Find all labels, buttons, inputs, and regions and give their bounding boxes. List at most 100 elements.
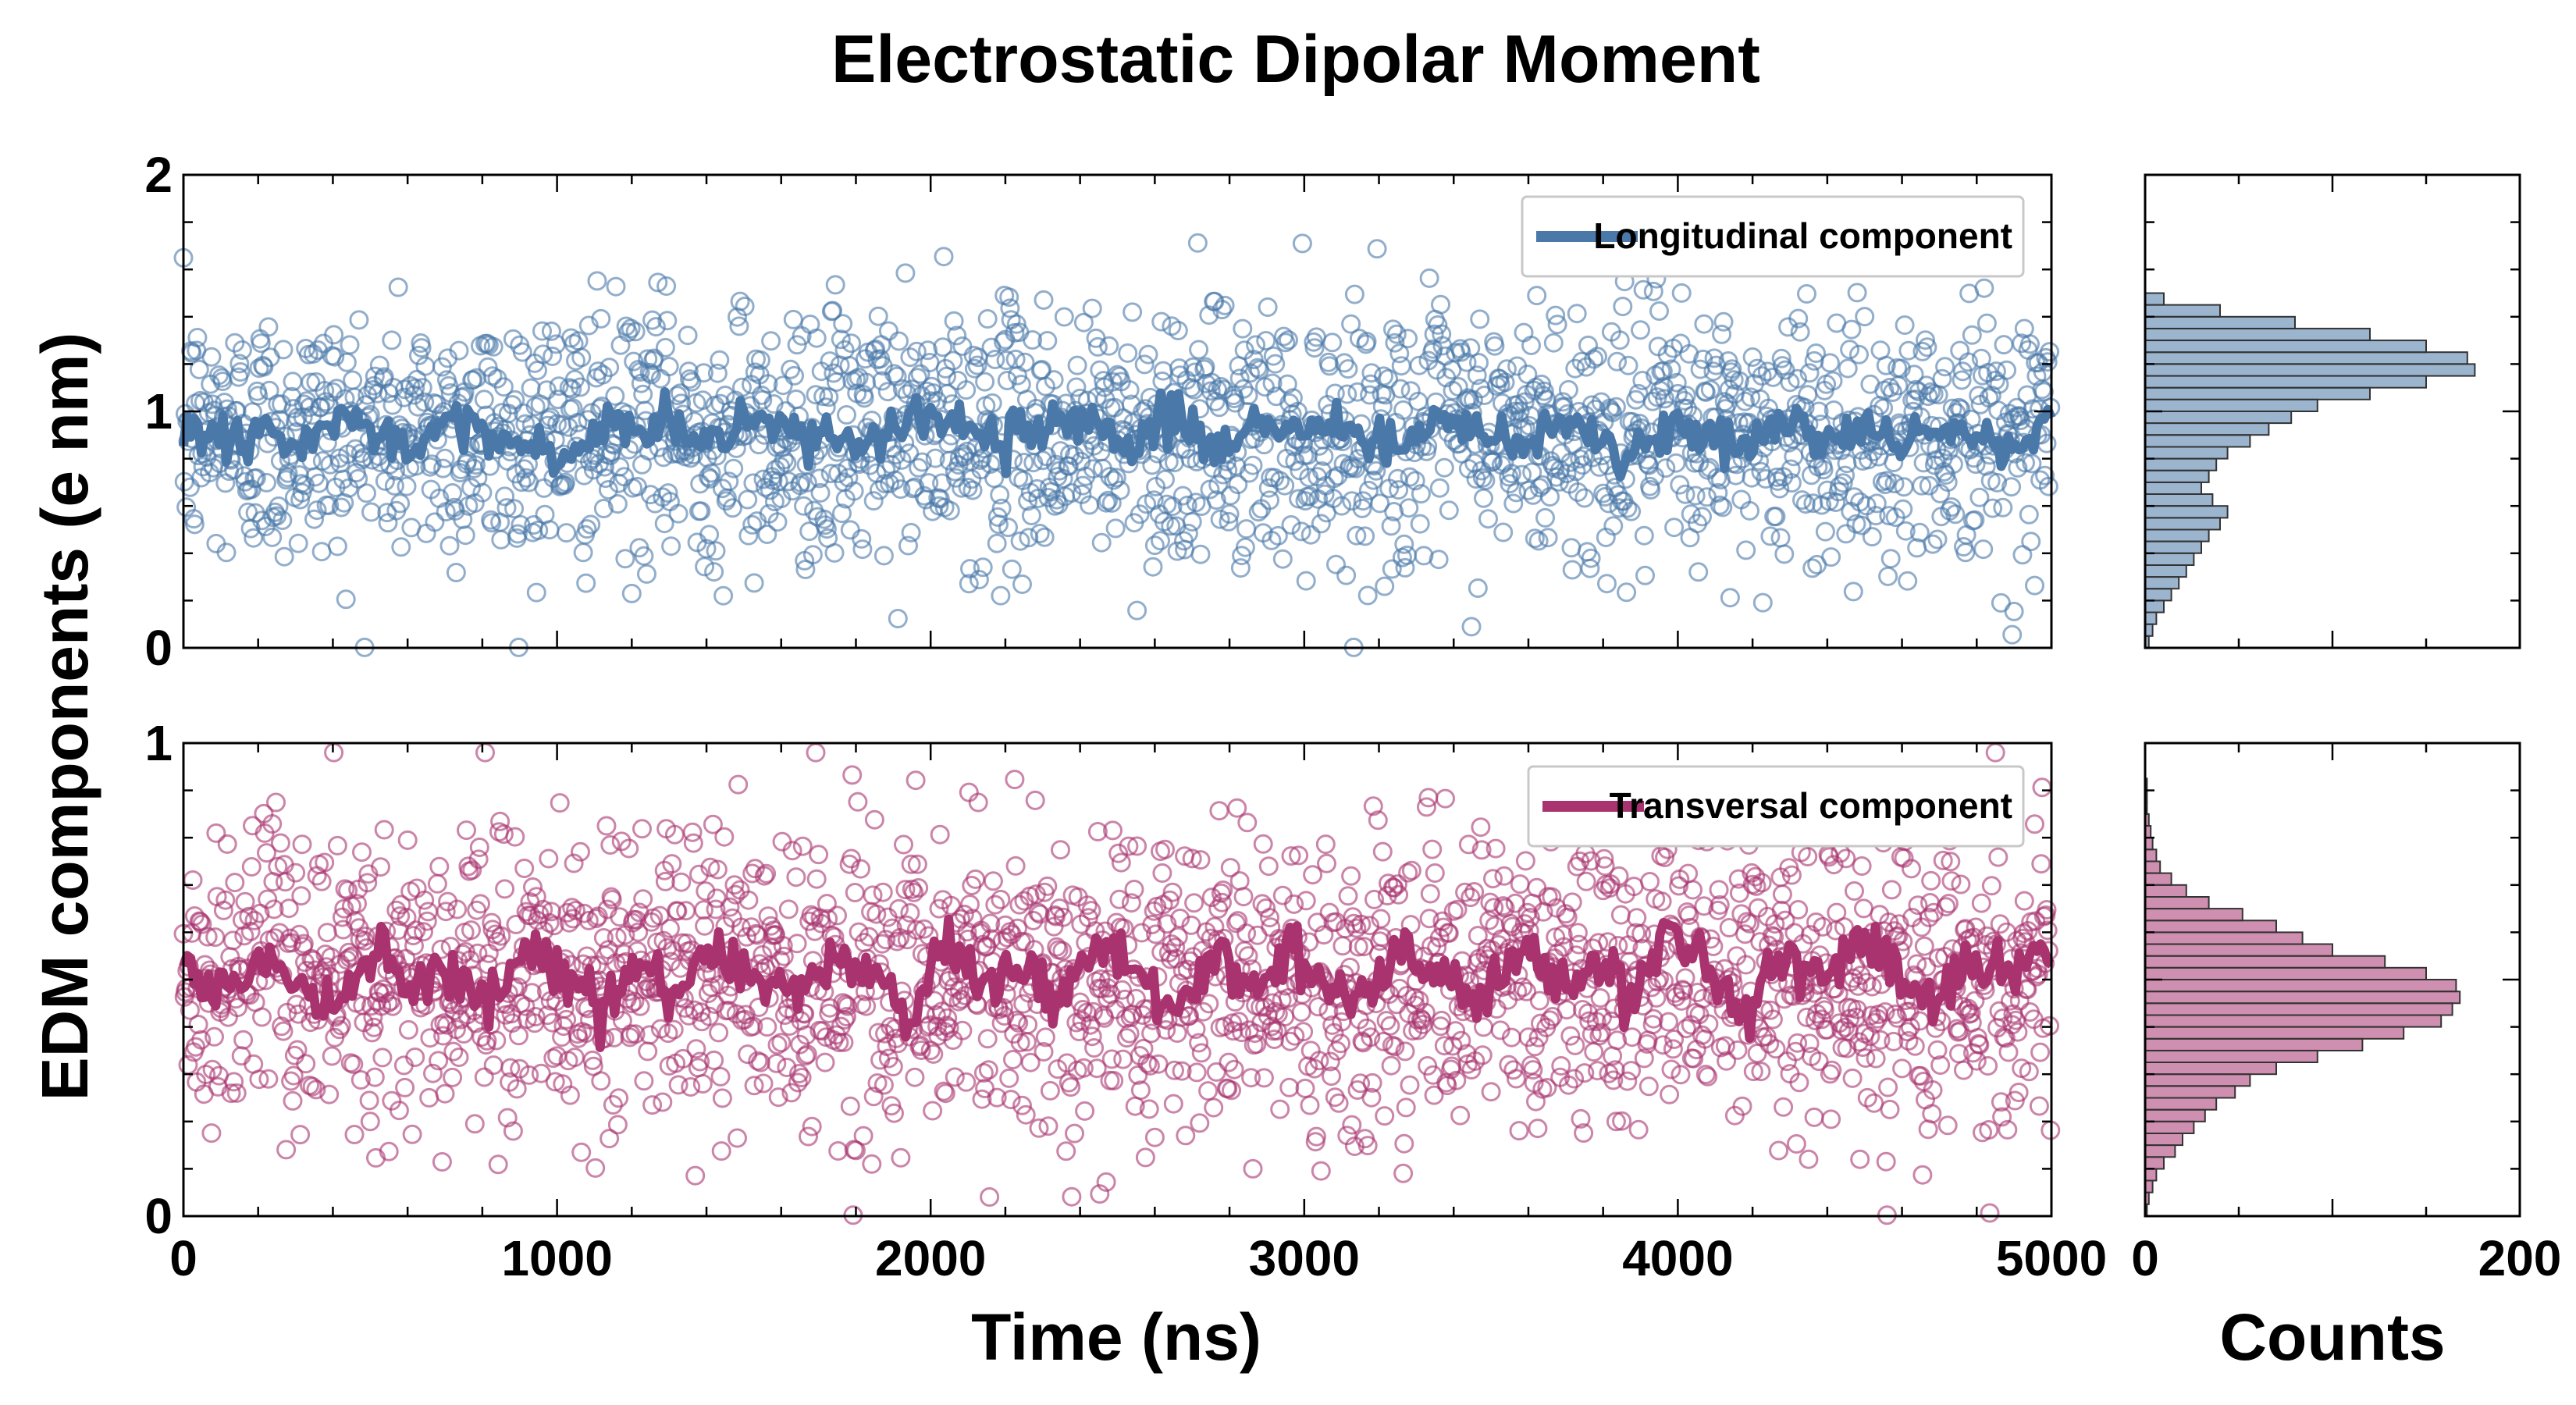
data-point [1884,1031,1904,1051]
data-point [184,514,205,535]
histogram-bar [2144,966,2427,981]
data-point [1083,1001,1103,1022]
data-point [1641,480,1661,500]
data-point [844,481,864,501]
data-point [1736,540,1756,560]
data-point [503,329,523,349]
data-point [1671,283,1692,303]
data-point [1338,359,1358,379]
histogram-bar [2144,576,2180,590]
data-point [1357,1018,1377,1038]
data-point [405,1048,425,1067]
data-point [1256,331,1276,350]
data-point [1393,400,1414,420]
data-point [2001,477,2022,497]
data-point [1589,1026,1610,1046]
x-tick-label: 3000 [1249,1230,1360,1286]
data-point [1528,1119,1548,1139]
data-point [1434,457,1454,478]
data-point [782,841,802,861]
data-point [938,1008,958,1028]
data-point [1379,873,1398,894]
longitudinal-timeseries-panel: 0 1 2 [144,147,2061,676]
moving-average-line [179,914,2055,1052]
data-point [1090,1184,1110,1204]
data-point [1852,515,1872,535]
data-point [998,518,1018,538]
data-point [336,589,356,610]
data-point [1974,278,1994,298]
data-point [1510,401,1530,422]
data-point [449,1048,469,1067]
data-point [1971,893,1991,913]
data-point [888,609,908,628]
data-point [336,950,357,970]
data-point [1847,283,1867,303]
data-point [1215,295,1235,315]
data-point [495,486,515,507]
data-point [1862,976,1882,997]
data-point [1167,541,1187,561]
data-point [1199,994,1219,1014]
moving-average-line [179,386,2056,482]
data-point [1018,1015,1038,1035]
data-point [1913,453,1934,473]
data-point [425,512,445,532]
data-point [1538,528,1558,548]
data-point [1766,1039,1786,1059]
data-point [1161,516,1181,536]
data-point [1582,395,1602,415]
data-point [1750,932,1770,952]
data-point [700,857,720,877]
data-point [1468,578,1488,598]
data-point [662,854,682,874]
data-point [1664,1030,1685,1049]
data-point [1096,493,1116,513]
data-point [568,412,588,432]
data-point [712,478,732,499]
data-point [1675,968,1695,988]
data-point [1727,1040,1748,1060]
data-point [436,902,456,922]
data-point [656,276,677,296]
data-point [1383,319,1403,340]
data-point [1350,1073,1371,1094]
data-point [1358,480,1379,500]
data-point [1699,1014,1719,1034]
data-point [1618,355,1638,375]
data-point [932,1001,952,1022]
data-point [606,276,626,297]
data-point [1632,371,1653,390]
data-point [1178,523,1198,543]
data-point [347,894,367,914]
data-point [1455,882,1475,902]
data-point [866,339,886,359]
data-point [1030,524,1050,543]
data-point [1987,472,2008,493]
data-point [1581,548,1601,568]
data-point [593,499,614,518]
data-point [795,1046,816,1066]
data-point [1190,850,1211,870]
data-point [690,1051,710,1072]
data-point [990,485,1010,505]
histogram-bar [2144,1073,2251,1087]
data-point [794,496,813,516]
data-point [571,1142,592,1162]
data-point [1540,487,1560,507]
data-point [1162,496,1183,517]
data-point [929,898,949,919]
data-point [1617,1071,1638,1091]
data-point [842,765,863,785]
data-point [531,1063,551,1083]
data-point [1360,916,1380,936]
data-point [1735,924,1755,944]
data-point [778,899,799,919]
data-point [1580,558,1600,578]
data-point [730,291,750,311]
data-point [311,871,332,891]
data-point [777,453,797,473]
data-point [1111,852,1131,873]
data-point [624,991,645,1012]
data-point [724,458,744,478]
